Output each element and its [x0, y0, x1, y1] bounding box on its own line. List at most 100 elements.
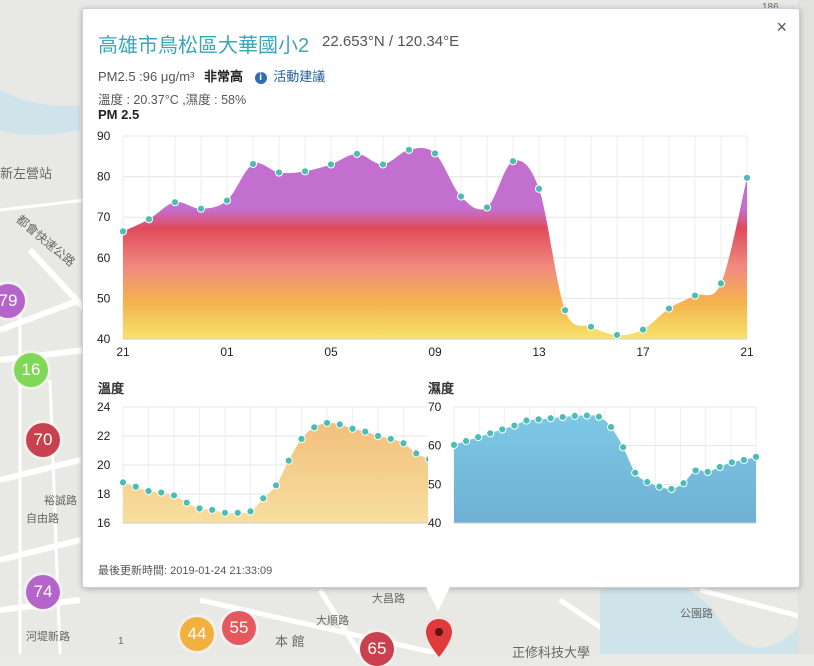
data-point: [594, 412, 604, 421]
aqi-marker[interactable]: 65: [360, 632, 394, 666]
data-point: [716, 279, 726, 288]
y-tick-label: 40: [97, 332, 111, 346]
aqi-marker[interactable]: 70: [26, 423, 60, 457]
data-point: [534, 184, 544, 193]
y-tick-label: 80: [97, 170, 111, 184]
data-point: [220, 508, 230, 517]
data-point: [430, 149, 440, 158]
y-tick-label: 60: [97, 251, 111, 265]
data-point: [195, 504, 204, 513]
data-point: [335, 420, 344, 429]
data-point: [742, 173, 752, 182]
pollution-level: 非常高: [203, 69, 243, 84]
data-point: [399, 439, 408, 448]
temperature-chart[interactable]: 16 18 20 22 24: [83, 394, 428, 534]
data-point: [274, 168, 284, 177]
aqi-marker[interactable]: 16: [14, 353, 48, 387]
data-point: [727, 458, 736, 467]
data-point: [144, 487, 153, 496]
data-point: [248, 159, 258, 169]
map-label-dachang: 大昌路: [372, 593, 405, 605]
data-point: [144, 215, 154, 224]
data-point: [326, 160, 336, 169]
data-point: [424, 455, 428, 464]
data-point: [348, 424, 357, 433]
data-point: [208, 505, 217, 515]
map-label-station: 新左營站: [0, 166, 53, 181]
location-pin-icon[interactable]: [425, 618, 453, 658]
aqi-marker[interactable]: 74: [26, 575, 60, 609]
data-point: [412, 449, 421, 458]
y-tick-label: 60: [428, 439, 442, 453]
y-tick-label: 16: [97, 516, 111, 530]
aqi-marker[interactable]: 44: [180, 617, 214, 651]
series-area: [454, 415, 756, 523]
data-point: [751, 452, 761, 461]
map-label-hedi: 河堤新路: [26, 631, 70, 643]
data-point: [196, 204, 206, 213]
data-point: [378, 160, 388, 169]
data-point: [558, 412, 567, 422]
y-tick-label: 40: [428, 516, 442, 530]
pm25-chart-title: PM 2.5: [98, 107, 140, 122]
weather-summary: 溫度 : 20.37°C ,濕度 : 58%: [98, 93, 247, 107]
pm25-chart[interactable]: 40 50 60 70 80 90 21 01 05 09 13 17 21: [83, 127, 763, 367]
data-point: [284, 456, 293, 465]
x-tick-label: 21: [740, 345, 754, 359]
data-point: [118, 478, 128, 487]
data-point: [461, 436, 471, 446]
y-tick-label: 20: [97, 458, 111, 472]
data-point: [586, 322, 596, 331]
data-point: [361, 427, 370, 436]
data-point: [246, 507, 255, 516]
data-point: [259, 494, 268, 503]
y-tick-label: 50: [97, 291, 111, 305]
info-icon[interactable]: i: [254, 72, 267, 84]
map-label-park-rd: 公園路: [680, 608, 713, 620]
x-tick-label: 17: [636, 345, 650, 359]
y-tick-label: 90: [97, 129, 111, 143]
map-label-road-shield-1: 1: [118, 636, 124, 647]
data-point: [131, 482, 140, 491]
y-tick-label: 70: [428, 400, 442, 414]
data-point: [404, 145, 414, 154]
map-label-road-shield-186: 186: [762, 2, 779, 13]
y-tick-label: 22: [97, 429, 111, 443]
data-point: [560, 306, 570, 315]
pm25-reading: PM2.5 :96 μg/m³: [98, 69, 195, 84]
humidity-chart[interactable]: 40 50 60 70: [413, 394, 763, 534]
data-point: [182, 498, 191, 507]
data-point: [638, 325, 648, 334]
data-point: [449, 440, 459, 449]
data-point: [655, 482, 664, 491]
data-point: [373, 431, 383, 441]
data-point: [297, 434, 306, 444]
data-point: [456, 192, 466, 201]
data-point: [233, 508, 242, 517]
data-point: [300, 167, 310, 176]
data-point: [612, 330, 622, 340]
data-point: [508, 157, 518, 166]
series-area: [123, 422, 428, 523]
x-tick-label: 05: [324, 345, 338, 359]
data-point: [703, 467, 712, 477]
data-point: [170, 198, 180, 207]
data-point: [619, 443, 628, 452]
aqi-marker[interactable]: 55: [222, 611, 256, 645]
y-tick-label: 18: [97, 487, 111, 501]
data-point: [486, 429, 495, 438]
data-point: [474, 433, 483, 442]
data-point: [606, 423, 616, 432]
close-button[interactable]: ×: [776, 17, 787, 37]
data-point: [679, 479, 688, 488]
station-popup: × 高雄市鳥松區大華國小2 22.653°N / 120.34°E PM2.5 …: [82, 8, 800, 588]
activity-advice-link[interactable]: 活動建議: [273, 69, 326, 84]
map-label-yucheng: 裕誠路: [44, 495, 77, 507]
map-label-dashun: 大順路: [316, 615, 349, 627]
data-point: [522, 416, 531, 425]
y-tick-label: 70: [97, 210, 111, 224]
data-point: [690, 291, 700, 300]
data-point: [570, 411, 579, 420]
x-tick-label: 21: [116, 345, 130, 359]
station-coordinates: 22.653°N / 120.34°E: [322, 33, 460, 50]
